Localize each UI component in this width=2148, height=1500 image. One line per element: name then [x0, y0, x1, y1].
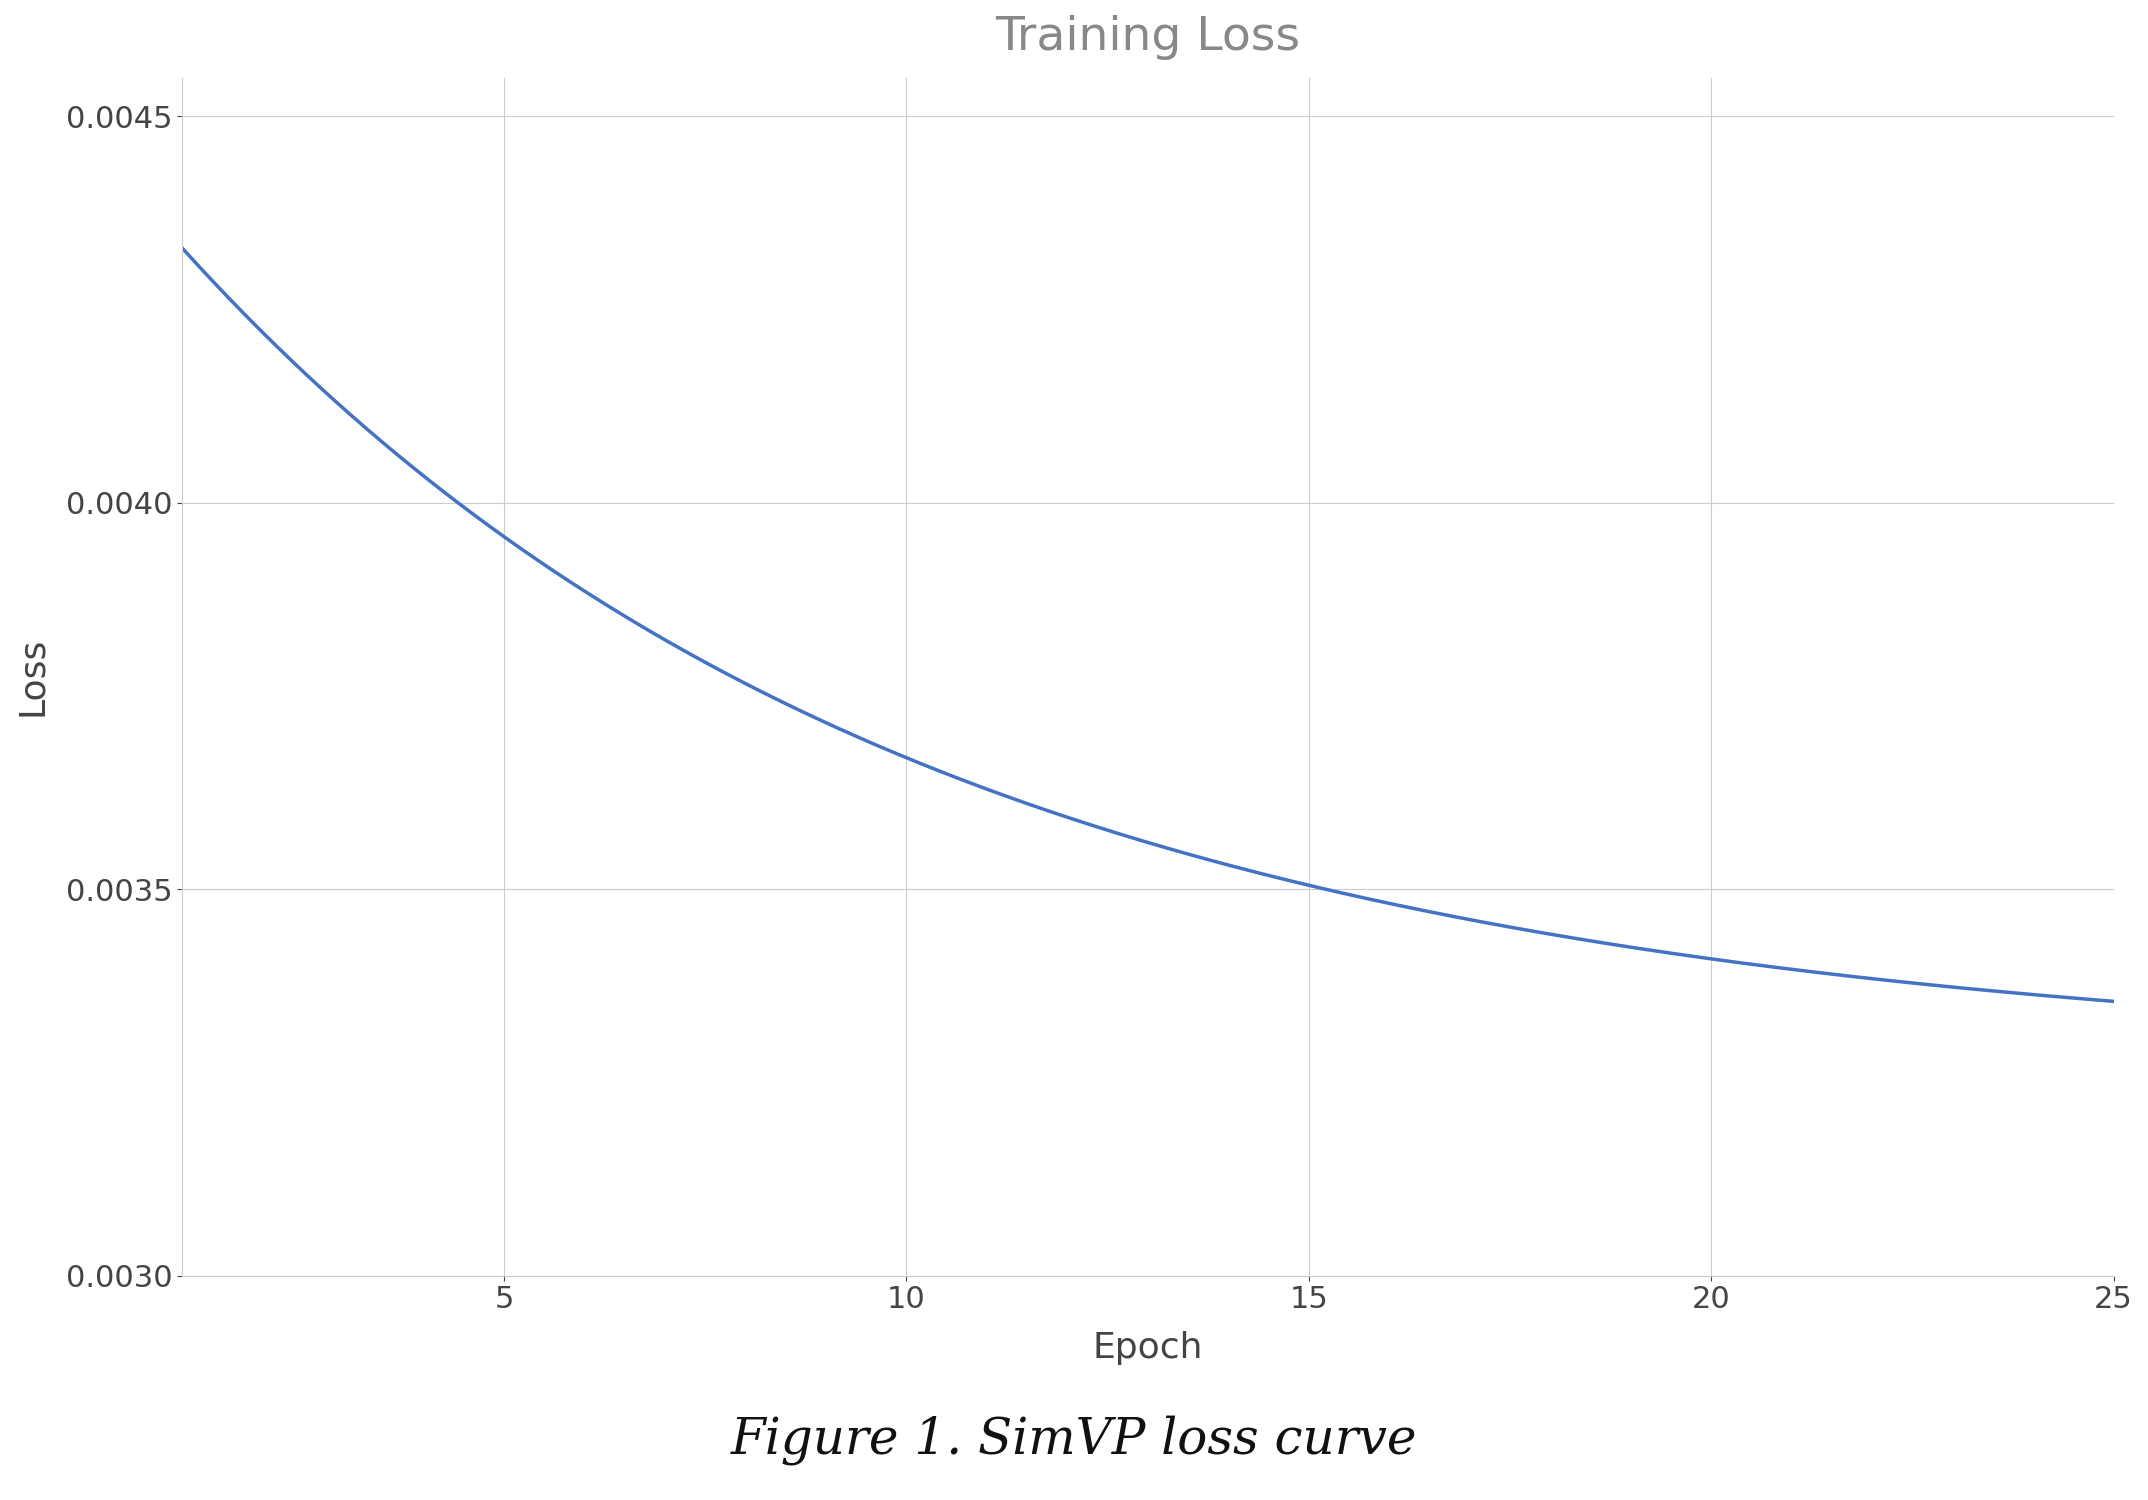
X-axis label: Epoch: Epoch — [1093, 1330, 1203, 1365]
Y-axis label: Loss: Loss — [15, 638, 49, 717]
Text: Figure 1. SimVP loss curve: Figure 1. SimVP loss curve — [730, 1414, 1418, 1466]
Title: Training Loss: Training Loss — [995, 15, 1300, 60]
